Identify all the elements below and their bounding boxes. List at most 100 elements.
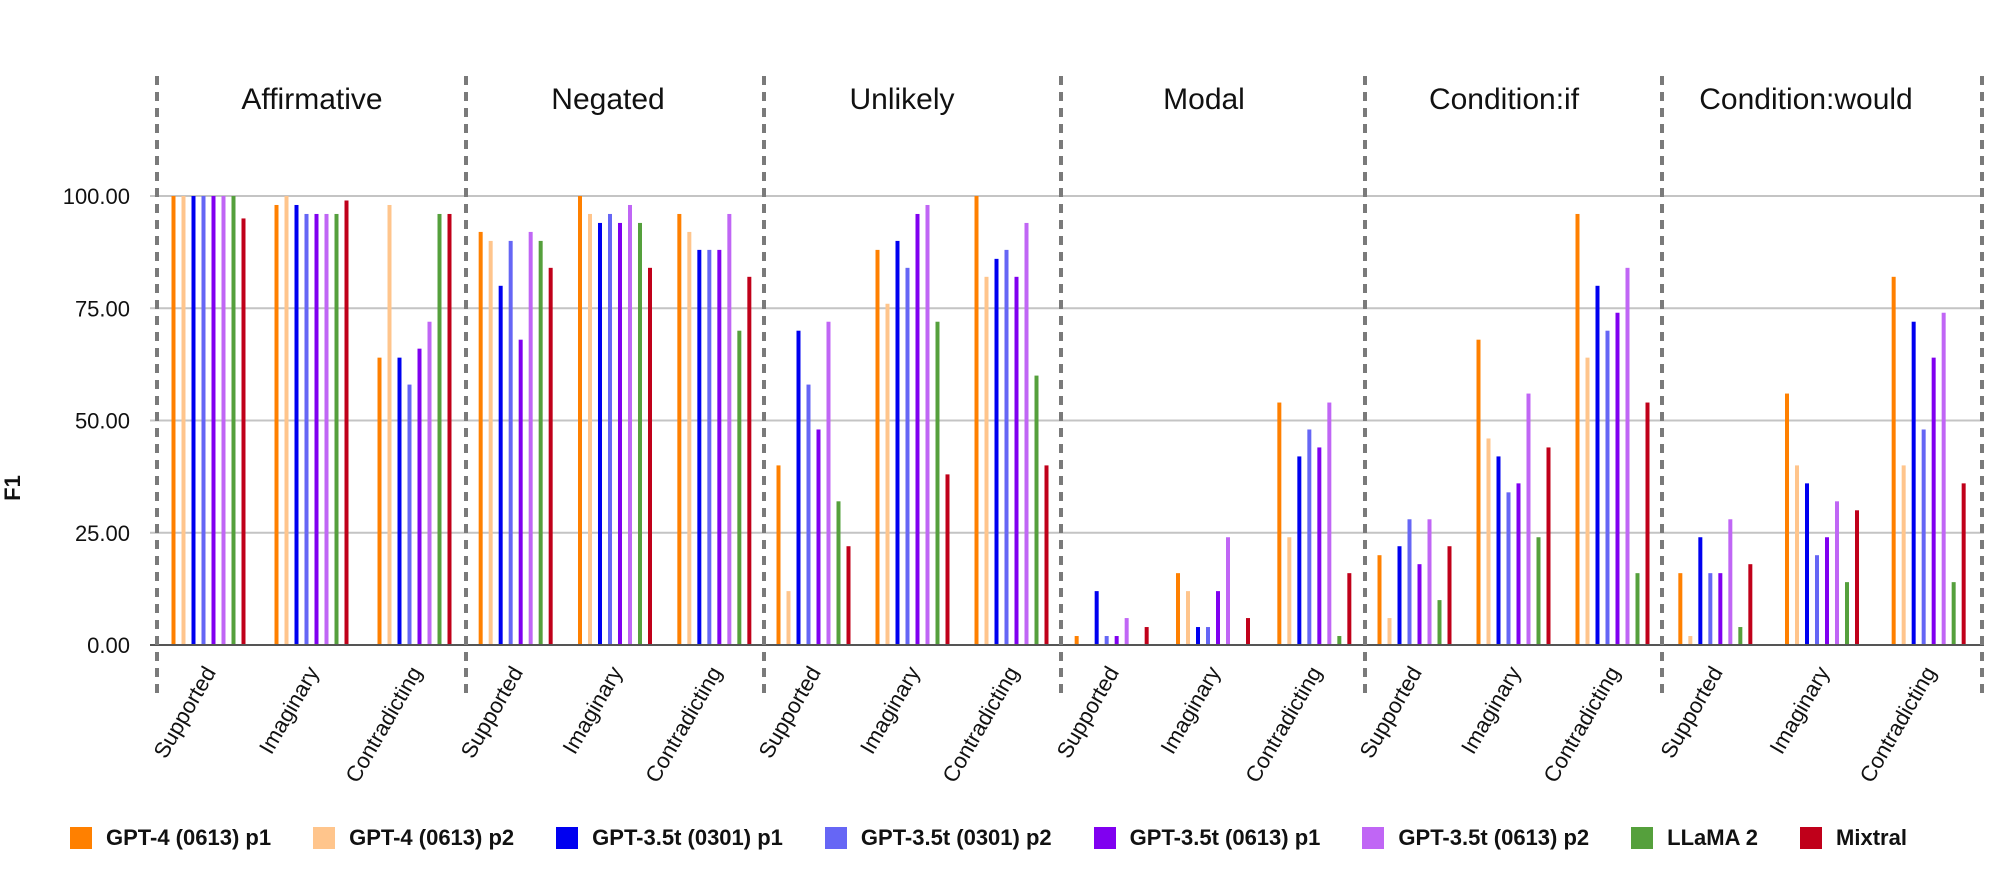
legend-label: Mixtral bbox=[1836, 825, 1907, 850]
legend-item: GPT-3.5t (0613) p2 bbox=[1362, 825, 1589, 851]
bar bbox=[846, 546, 851, 645]
bar bbox=[717, 249, 722, 645]
bar bbox=[776, 465, 781, 645]
bar bbox=[1196, 627, 1200, 645]
bar bbox=[697, 249, 702, 645]
bar bbox=[1337, 636, 1342, 645]
bar bbox=[538, 240, 543, 645]
x-tick-label: Imaginary bbox=[1456, 662, 1526, 758]
bar bbox=[707, 249, 712, 645]
legend-label: GPT-3.5t (0613) p1 bbox=[1129, 825, 1321, 850]
bar bbox=[1845, 582, 1849, 645]
x-tick-label: Supported bbox=[148, 662, 220, 762]
legend-swatch bbox=[556, 827, 579, 849]
bar bbox=[478, 231, 483, 646]
bar bbox=[935, 321, 940, 645]
bar bbox=[1004, 249, 1009, 645]
bar bbox=[1297, 456, 1302, 645]
x-tick-label: Supported bbox=[753, 662, 825, 762]
y-axis-label: F1 bbox=[0, 475, 25, 501]
bar bbox=[274, 204, 279, 646]
y-tick-label: 25.00 bbox=[75, 521, 130, 546]
bar bbox=[407, 384, 412, 645]
legend-item: GPT-3.5t (0613) p1 bbox=[1093, 825, 1321, 851]
x-tick-label: Contradicting bbox=[1538, 662, 1624, 787]
bar bbox=[1961, 483, 1966, 645]
bar bbox=[1635, 573, 1640, 645]
x-tick-label: Supported bbox=[1655, 662, 1727, 762]
bar bbox=[1825, 537, 1829, 645]
bar bbox=[1625, 267, 1630, 645]
bar bbox=[324, 213, 329, 645]
legend-item: LLaMA 2 bbox=[1631, 825, 1758, 851]
legend-item: Mixtral bbox=[1800, 825, 1907, 851]
bar bbox=[1516, 483, 1521, 645]
bar bbox=[1506, 492, 1511, 645]
bar bbox=[1427, 519, 1432, 645]
bar bbox=[836, 501, 841, 645]
bar bbox=[687, 231, 692, 646]
bar bbox=[1951, 582, 1956, 645]
bar bbox=[628, 204, 632, 646]
bar bbox=[1595, 285, 1600, 645]
bar bbox=[737, 330, 742, 645]
bar bbox=[1835, 501, 1839, 645]
x-tick-label: Contradicting bbox=[340, 662, 426, 787]
bar bbox=[1795, 465, 1799, 645]
bar bbox=[397, 357, 402, 645]
bar bbox=[191, 196, 196, 645]
bar bbox=[974, 196, 979, 645]
bar bbox=[1805, 483, 1809, 645]
bar bbox=[1911, 321, 1916, 645]
legend-swatch bbox=[70, 827, 92, 849]
group-title: Condition:if bbox=[1429, 83, 1580, 116]
bar bbox=[1605, 330, 1610, 645]
bar bbox=[945, 474, 950, 645]
bar bbox=[1585, 357, 1590, 645]
bar bbox=[1645, 402, 1650, 645]
bar bbox=[171, 196, 176, 645]
legend-swatch bbox=[1631, 827, 1654, 849]
bar bbox=[915, 213, 920, 645]
legend-label: GPT-3.5t (0301) p1 bbox=[592, 825, 783, 850]
bar bbox=[638, 222, 642, 645]
bar bbox=[885, 303, 890, 645]
bar bbox=[796, 330, 801, 645]
bar bbox=[578, 196, 582, 645]
bar bbox=[417, 348, 422, 645]
legend-label: GPT-3.5t (0301) p2 bbox=[860, 825, 1052, 850]
bar bbox=[221, 196, 226, 645]
bar bbox=[284, 196, 289, 645]
bar bbox=[1397, 546, 1402, 645]
legend-swatch bbox=[1093, 827, 1116, 849]
bar bbox=[314, 213, 319, 645]
bar bbox=[1708, 573, 1713, 645]
bar bbox=[1785, 393, 1789, 645]
x-tick-label: Contradicting bbox=[640, 662, 726, 787]
bar bbox=[1496, 456, 1501, 645]
bar bbox=[377, 357, 382, 645]
x-tick-label: Contradicting bbox=[1855, 662, 1941, 787]
bar bbox=[1748, 564, 1753, 645]
bar bbox=[1901, 465, 1906, 645]
x-tick-label: Contradicting bbox=[1240, 662, 1326, 787]
x-axis-ticks: Supported Imaginary Contradicting Supported… bbox=[148, 662, 1941, 787]
bar bbox=[344, 200, 349, 646]
bar bbox=[498, 285, 503, 645]
bar bbox=[1074, 636, 1079, 645]
bar bbox=[548, 267, 553, 645]
legend-swatch bbox=[824, 827, 847, 849]
bar bbox=[1546, 447, 1551, 645]
bar bbox=[598, 222, 602, 645]
bar bbox=[1921, 429, 1926, 645]
x-tick-label: Imaginary bbox=[1155, 662, 1225, 758]
y-tick-label: 75.00 bbox=[75, 296, 130, 321]
bar bbox=[1476, 339, 1481, 645]
x-tick-label: Imaginary bbox=[557, 662, 627, 758]
bar bbox=[1024, 222, 1029, 645]
bar bbox=[387, 204, 392, 646]
bar bbox=[1738, 627, 1743, 645]
y-tick-label: 0.00 bbox=[87, 633, 130, 658]
bar bbox=[1277, 402, 1282, 645]
legend-label: LLaMA 2 bbox=[1667, 825, 1759, 850]
